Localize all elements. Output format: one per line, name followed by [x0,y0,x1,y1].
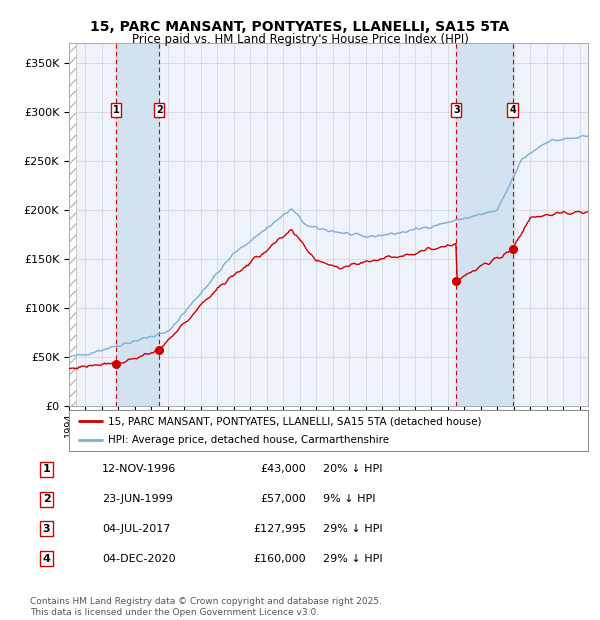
Bar [116,43,159,406]
Text: 4: 4 [43,554,50,564]
Text: 20% ↓ HPI: 20% ↓ HPI [323,464,382,474]
Bar [457,43,512,406]
Bar [69,43,76,406]
Text: 29% ↓ HPI: 29% ↓ HPI [323,554,382,564]
Text: 2: 2 [156,105,163,115]
Text: 4: 4 [509,105,516,115]
Text: 15, PARC MANSANT, PONTYATES, LLANELLI, SA15 5TA: 15, PARC MANSANT, PONTYATES, LLANELLI, S… [91,20,509,34]
Text: £127,995: £127,995 [253,524,306,534]
Text: HPI: Average price, detached house, Carmarthenshire: HPI: Average price, detached house, Carm… [108,435,389,445]
Text: 04-JUL-2017: 04-JUL-2017 [102,524,170,534]
Text: Contains HM Land Registry data © Crown copyright and database right 2025.
This d: Contains HM Land Registry data © Crown c… [30,598,382,617]
Text: 1: 1 [113,105,119,115]
Text: Price paid vs. HM Land Registry's House Price Index (HPI): Price paid vs. HM Land Registry's House … [131,33,469,46]
Text: 04-DEC-2020: 04-DEC-2020 [102,554,175,564]
Text: 12-NOV-1996: 12-NOV-1996 [102,464,176,474]
Text: 23-JUN-1999: 23-JUN-1999 [102,494,173,504]
Text: £160,000: £160,000 [253,554,306,564]
Text: 2: 2 [43,494,50,504]
Text: 3: 3 [43,524,50,534]
Text: £57,000: £57,000 [260,494,306,504]
Text: 29% ↓ HPI: 29% ↓ HPI [323,524,382,534]
Text: £43,000: £43,000 [260,464,306,474]
Text: 9% ↓ HPI: 9% ↓ HPI [323,494,375,504]
Text: 1: 1 [43,464,50,474]
Text: 15, PARC MANSANT, PONTYATES, LLANELLI, SA15 5TA (detached house): 15, PARC MANSANT, PONTYATES, LLANELLI, S… [108,416,481,427]
Text: 3: 3 [453,105,460,115]
